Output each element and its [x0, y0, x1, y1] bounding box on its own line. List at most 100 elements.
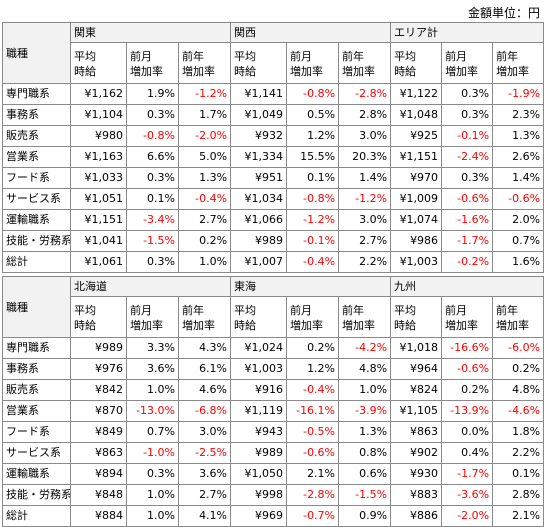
avg-wage-cell: ¥980	[70, 125, 127, 147]
yoy-growth-cell: 1.3%	[338, 421, 392, 443]
header-line: 増加率	[130, 319, 163, 332]
mom-growth-cell: 0.5%	[286, 104, 340, 126]
avg-wage-cell: ¥1,066	[230, 209, 288, 231]
yoy-growth-cell: 1.6%	[492, 251, 545, 273]
job-type-header: 職種	[2, 276, 71, 338]
header-line: 前月	[290, 304, 313, 317]
header-line: 前月	[130, 50, 152, 63]
avg-wage-cell: ¥1,122	[390, 83, 443, 105]
yoy-growth-cell: 4.6%	[177, 379, 232, 401]
mom-growth-cell: 3.3%	[126, 337, 179, 359]
region-header: 関西	[230, 22, 392, 43]
yoy-growth-cell: 0.7%	[492, 230, 545, 252]
header-line: 増加率	[342, 319, 376, 332]
mom-growth-cell: 1.0%	[126, 379, 179, 401]
header-line: 前年	[496, 50, 519, 63]
yoy-growth-cell: 6.1%	[177, 358, 232, 380]
avg-wage-cell: ¥998	[230, 484, 288, 506]
header-line: 時給	[234, 319, 257, 332]
avg-wage-cell: ¥925	[390, 125, 443, 147]
mom-growth-cell: -16.1%	[286, 400, 340, 422]
avg-wage-cell: ¥1,334	[230, 146, 288, 168]
yoy-growth-cell: 1.4%	[338, 167, 392, 189]
avg-wage-cell: ¥883	[390, 484, 443, 506]
mom-growth-cell: 1.0%	[126, 505, 179, 527]
wage-table-1: 職種 関東 関西 エリア計 平均 時給 前月 増加率 前年 増加率 平均 時給 前月 増加率 前年 増加率 平均…	[2, 22, 545, 273]
avg-wage-cell: ¥970	[390, 167, 443, 189]
mom-growth-cell: 0.2%	[441, 379, 494, 401]
mom-growth-cell: 0.3%	[126, 251, 179, 273]
avg-wage-cell: ¥1,050	[230, 463, 288, 485]
yoy-growth-header: 前年 増加率	[177, 296, 232, 338]
job-type-header: 職種	[2, 22, 71, 84]
yoy-growth-cell: 2.7%	[177, 484, 232, 506]
table-row: サービス系 ¥1,051 0.1% -0.4% ¥1,034 -0.8% -1.2% ¥1,0…	[2, 188, 545, 210]
mom-growth-header: 前月 増加率	[126, 42, 179, 84]
table-row: 営業系 ¥1,163 6.6% 5.0% ¥1,334 15.5% 20.3% ¥1,151-…	[2, 146, 545, 168]
avg-wage-cell: ¥1,051	[70, 188, 127, 210]
avg-wage-cell: ¥1,104	[70, 104, 127, 126]
yoy-growth-cell: -2.0%	[177, 125, 232, 147]
mom-growth-cell: -1.5%	[126, 230, 179, 252]
table-row: 専門職系 ¥989 3.3% 4.3% ¥1,024 0.2% -4.2% ¥1,018 -16…	[2, 337, 545, 359]
yoy-growth-cell: 0.6%	[338, 463, 392, 485]
avg-wage-header: 平均 時給	[70, 296, 127, 338]
mom-growth-cell: -13.9%	[441, 400, 494, 422]
header-line: 時給	[394, 65, 417, 78]
yoy-growth-cell: 2.7%	[177, 209, 232, 231]
yoy-growth-cell: -4.2%	[338, 337, 392, 359]
table-row: フード系 ¥849 0.7% 3.0% ¥943 -0.5% 1.3% ¥863 0.0% 1.8…	[2, 421, 545, 443]
avg-wage-cell: ¥824	[390, 379, 443, 401]
yoy-growth-cell: 2.0%	[492, 209, 545, 231]
avg-wage-cell: ¥842	[70, 379, 127, 401]
job-type-cell: フード系	[2, 167, 71, 189]
mom-growth-cell: -1.7%	[441, 463, 494, 485]
yoy-growth-cell: -1.2%	[177, 83, 232, 105]
mom-growth-cell: -0.5%	[286, 421, 340, 443]
mom-growth-cell: -2.0%	[441, 505, 494, 527]
mom-growth-cell: -0.4%	[286, 251, 340, 273]
avg-wage-cell: ¥863	[70, 442, 127, 464]
avg-wage-cell: ¥863	[390, 421, 443, 443]
mom-growth-cell: 0.3%	[126, 104, 179, 126]
yoy-growth-header: 前年 増加率	[492, 42, 545, 84]
mom-growth-cell: -1.7%	[441, 230, 494, 252]
header-line: 平均	[74, 50, 96, 63]
header-line: 増加率	[182, 65, 215, 78]
job-type-cell: 総計	[2, 251, 71, 273]
yoy-growth-cell: 1.3%	[492, 125, 545, 147]
avg-wage-cell: ¥989	[230, 230, 288, 252]
mom-growth-cell: -0.6%	[286, 442, 340, 464]
header-line: 前月	[445, 304, 468, 317]
mom-growth-cell: 1.9%	[126, 83, 179, 105]
avg-wage-cell: ¥989	[230, 442, 288, 464]
region-header: エリア計	[390, 22, 545, 43]
avg-wage-cell: ¥969	[230, 505, 288, 527]
header-line: 前年	[342, 50, 365, 63]
mom-growth-header: 前月 増加率	[441, 42, 494, 84]
yoy-growth-cell: 1.3%	[177, 167, 232, 189]
header-line: 時給	[234, 65, 257, 78]
avg-wage-cell: ¥1,151	[70, 209, 127, 231]
mom-growth-cell: 0.0%	[441, 421, 494, 443]
header-line: 増加率	[290, 319, 324, 332]
yoy-growth-cell: 1.4%	[492, 167, 545, 189]
yoy-growth-cell: 2.2%	[492, 442, 545, 464]
column-header-row: 平均 時給 前月 増加率 前年 増加率 平均 時給 前月 増加率 前年 増加率 平均 時給 前月 増加率 前年増…	[3, 296, 545, 338]
mom-growth-cell: 1.0%	[126, 484, 179, 506]
mom-growth-cell: 0.7%	[126, 421, 179, 443]
header-line: 前年	[496, 304, 519, 317]
yoy-growth-cell: -6.0%	[492, 337, 545, 359]
header-line: 前年	[342, 304, 365, 317]
mom-growth-cell: 2.1%	[286, 463, 340, 485]
yoy-growth-cell: 4.8%	[492, 379, 545, 401]
yoy-growth-header: 前年 増加率	[338, 296, 392, 338]
job-type-cell: フード系	[2, 421, 71, 443]
header-line: 増加率	[342, 65, 376, 78]
avg-wage-cell: ¥964	[390, 358, 443, 380]
avg-wage-cell: ¥1,033	[70, 167, 127, 189]
mom-growth-cell: -1.6%	[441, 209, 494, 231]
mom-growth-cell: 0.3%	[441, 167, 494, 189]
table-row: 総計 ¥1,061 0.3% 1.0% ¥1,007 -0.4% 2.2% ¥1,003 -0.…	[2, 251, 545, 273]
unit-label: 金額単位：円	[467, 6, 540, 20]
